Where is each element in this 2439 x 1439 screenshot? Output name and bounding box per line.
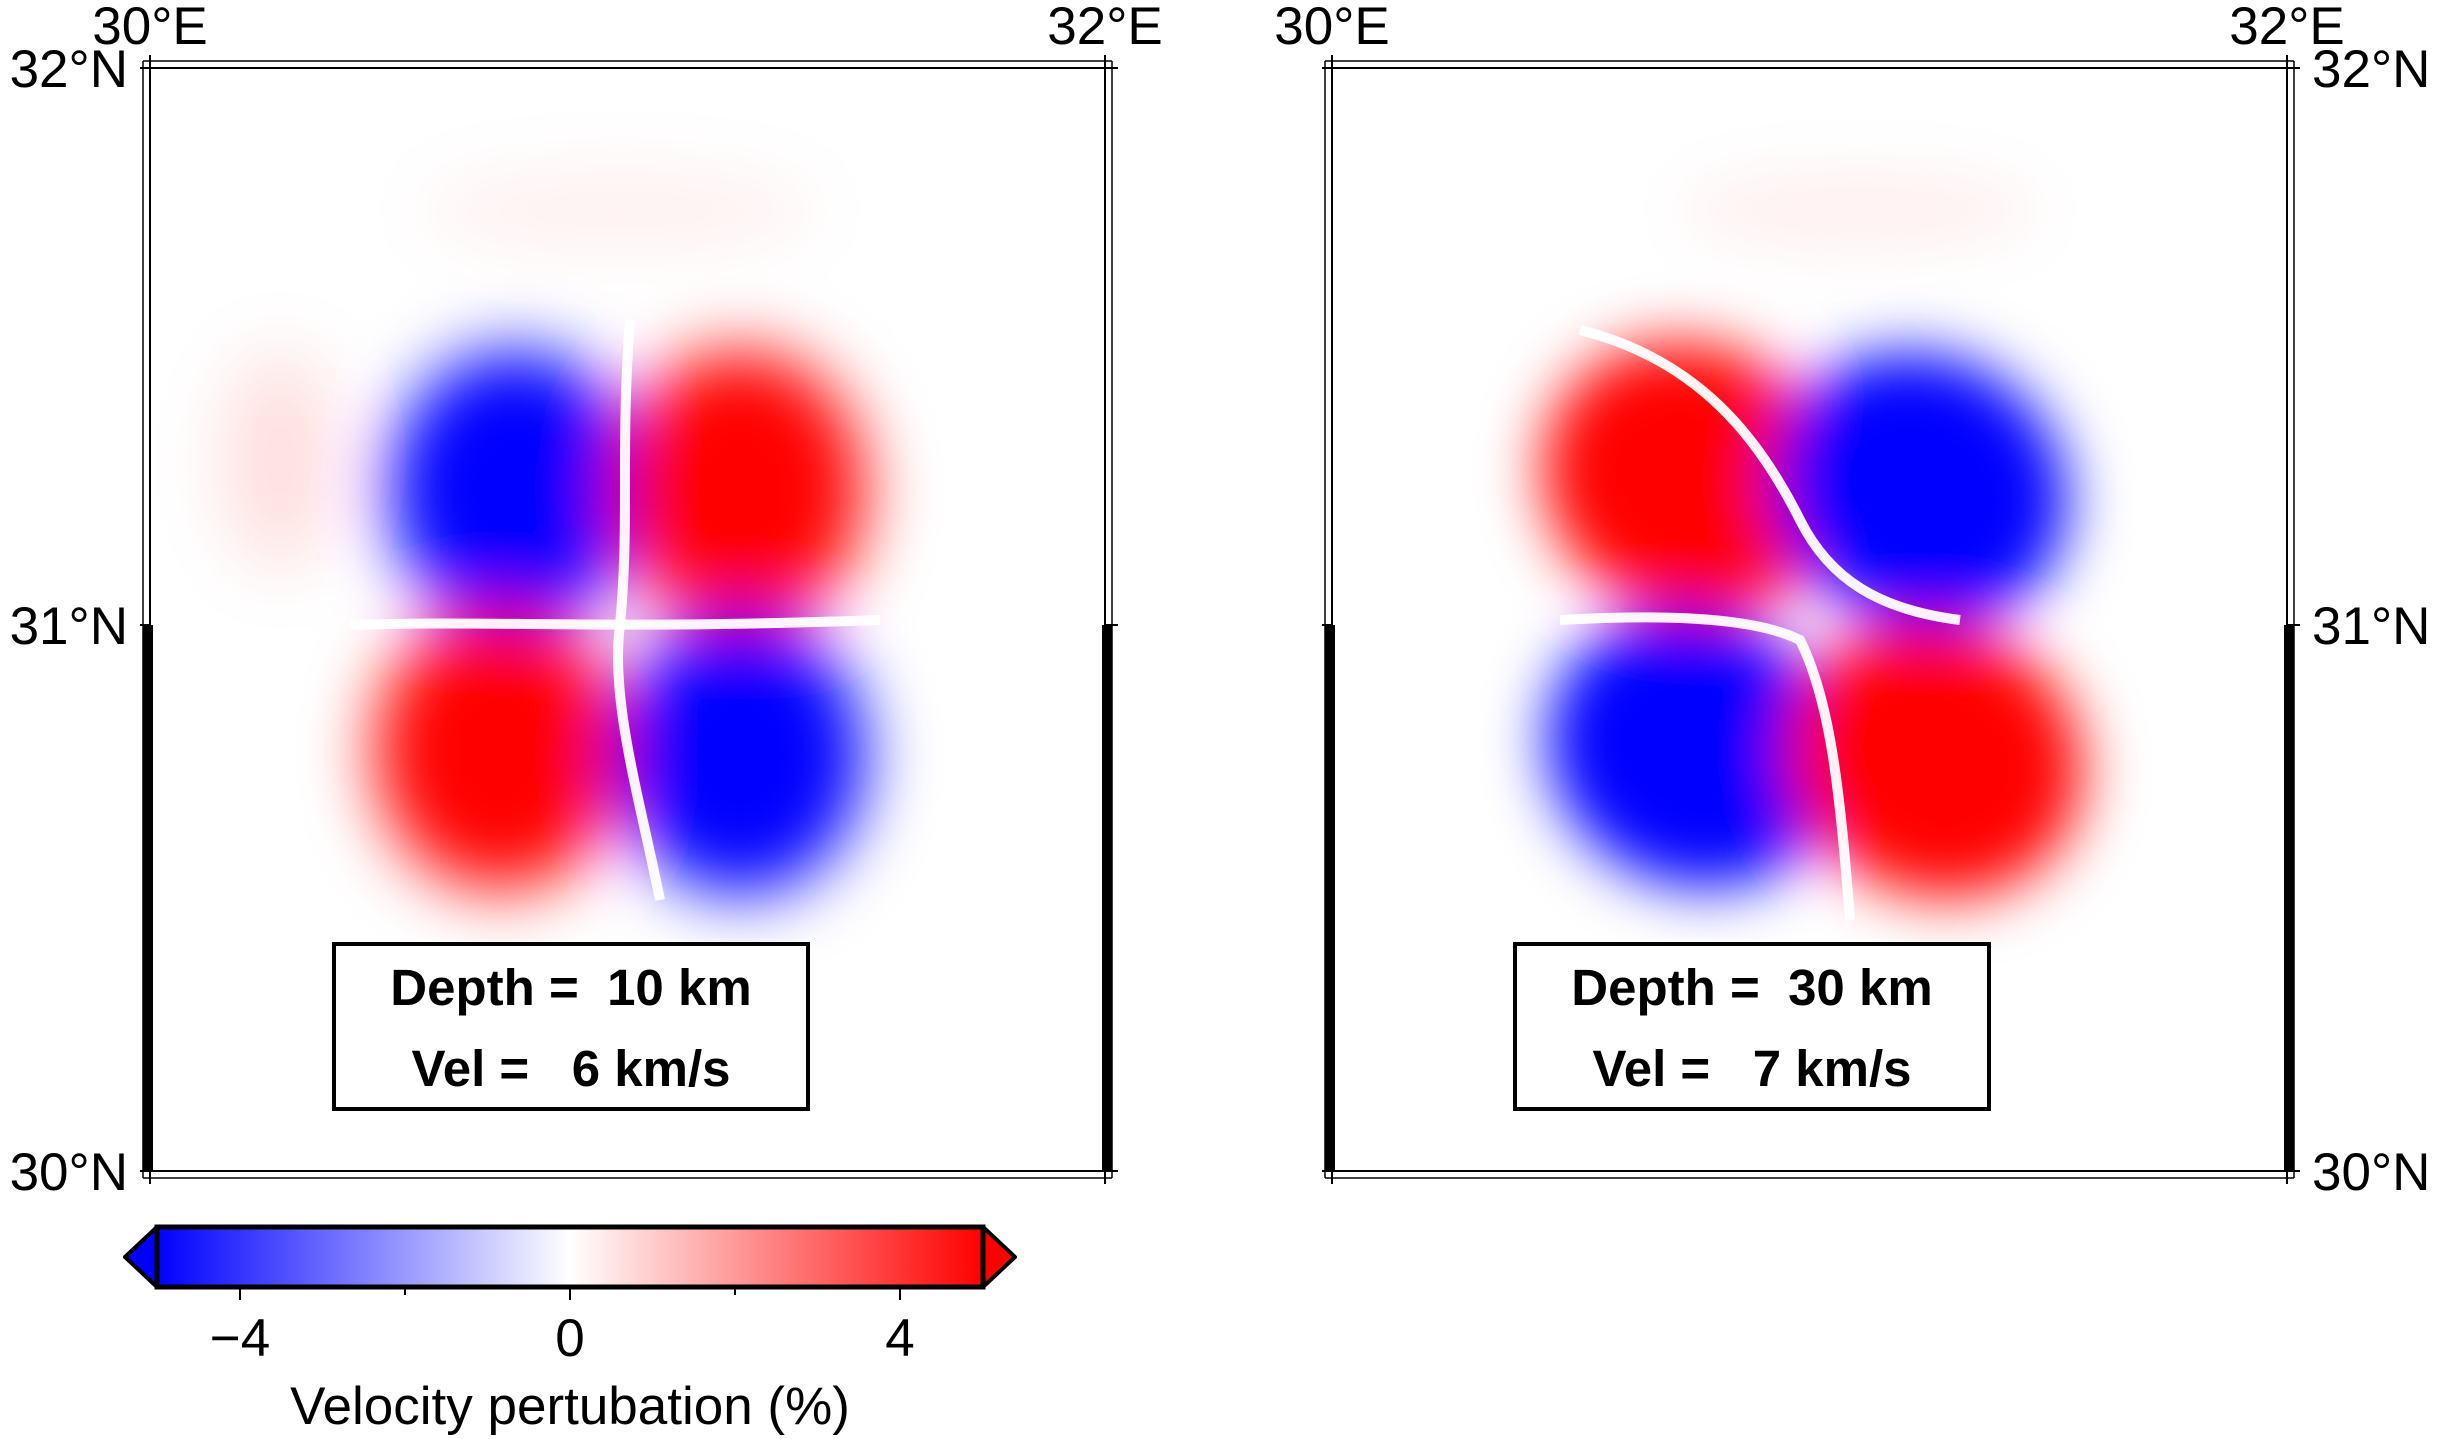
depth-label: Depth = 10 km [390, 959, 751, 1016]
anomaly-lower-right [1787, 622, 2083, 898]
anomaly-lower-left [375, 610, 625, 890]
velocity-anomaly-field [1542, 170, 2083, 921]
lat-label-30n: 30°N [10, 1143, 128, 1202]
colorbar-gradient [157, 1227, 983, 1287]
info-box: Depth = 10 km Vel = 6 km/s [332, 942, 810, 1111]
colorbar-title: Velocity pertubation (%) [290, 1377, 850, 1436]
lat-label-31n: 31°N [2312, 597, 2430, 656]
lat-label-31n: 31°N [10, 597, 128, 656]
anomaly-upper-left [1542, 342, 1838, 618]
info-box: Depth = 30 km Vel = 7 km/s [1513, 942, 1991, 1111]
map-panel-depth-10: 30°E 32°E 32°N 31°N 30°N Depth = 10 km V… [10, 0, 1163, 1202]
colorbar-tick-0: 0 [555, 1309, 584, 1368]
colorbar-max-triangle [981, 1225, 1017, 1289]
lat-label-32n: 32°N [10, 40, 128, 99]
anomaly-lower-left [1547, 612, 1843, 888]
velocity-label: Vel = 7 km/s [1593, 1040, 1912, 1097]
colorbar: −4 0 4 Velocity pertubation (%) [123, 1224, 1017, 1436]
lon-label-32e: 32°E [1047, 0, 1163, 56]
colorbar-tick-neg4: −4 [210, 1309, 270, 1368]
velocity-label: Vel = 6 km/s [412, 1040, 731, 1097]
map-frame [1331, 67, 2288, 1172]
lat-label-32n: 32°N [2312, 40, 2430, 99]
anomaly-upper-left [390, 350, 640, 630]
anomaly-lower-right [615, 615, 865, 895]
map-frame [149, 67, 1106, 1172]
colorbar-min-triangle [123, 1225, 159, 1289]
depth-label: Depth = 30 km [1571, 959, 1932, 1016]
anomaly-upper-right [615, 350, 865, 630]
colorbar-tick-4: 4 [885, 1309, 914, 1368]
lon-label-30e: 30°E [1274, 0, 1390, 56]
anomaly-upper-right [1772, 352, 2068, 628]
lon-label-32e: 32°E [2229, 0, 2345, 56]
velocity-anomaly-field [220, 170, 881, 901]
lon-label-30e: 30°E [92, 0, 208, 56]
lat-label-30n: 30°N [2312, 1143, 2430, 1202]
map-panel-depth-30: 30°E 32°E 32°N 31°N 30°N Depth = 30 km V… [1274, 0, 2430, 1202]
